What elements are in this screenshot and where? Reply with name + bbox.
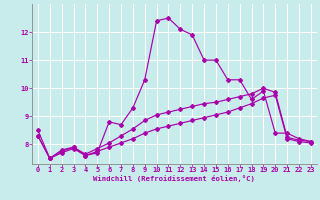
X-axis label: Windchill (Refroidissement éolien,°C): Windchill (Refroidissement éolien,°C) <box>93 175 255 182</box>
